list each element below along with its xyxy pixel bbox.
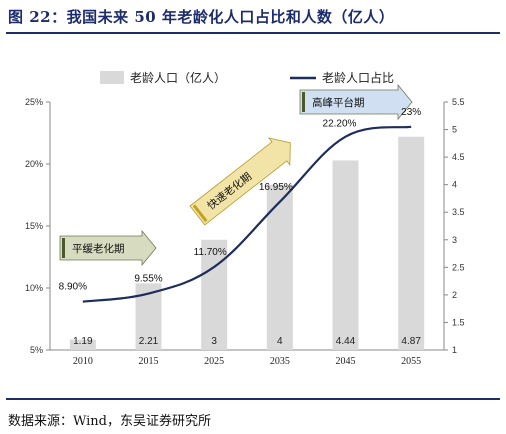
bar-value-label: 1.19: [73, 336, 93, 347]
right-tick-label: 5: [452, 125, 457, 135]
bar: [398, 136, 425, 350]
left-tick-label: 20%: [25, 159, 43, 169]
phase-arrow-label: 高峰平台期: [312, 96, 365, 109]
line-value-label: 16.95%: [259, 182, 293, 193]
phase-arrow-peak: 高峰平台期: [299, 83, 413, 121]
right-tick-label: 3: [452, 235, 457, 245]
chart-title: 图 22：我国未来 50 年老龄化人口占比和人数（亿人）: [8, 8, 395, 26]
legend-bar-label: 老龄人口（亿人）: [130, 70, 226, 85]
left-tick-label: 15%: [25, 221, 43, 231]
right-tick-label: 2.5: [452, 262, 465, 272]
bar: [69, 339, 96, 350]
bar-value-label: 2.21: [139, 336, 159, 347]
bar-value-label: 4.87: [401, 336, 421, 347]
x-tick-label: 2045: [336, 356, 356, 367]
legend-line-label: 老龄人口占比: [322, 70, 394, 85]
bar-series: 1.19 2.21 3 4 4.44 4.87: [69, 136, 425, 350]
phase-arrow-label: 平缓老化期: [72, 242, 125, 255]
series-line: [82, 125, 412, 303]
legend-bar-swatch: [100, 71, 124, 84]
line-series: [82, 125, 412, 303]
x-tick-label: 2010: [73, 356, 93, 367]
bar-value-label: 4.44: [336, 336, 356, 347]
phase-arrow-flat: 平缓老化期: [59, 229, 157, 267]
bar: [201, 239, 228, 350]
left-tick-label: 5%: [30, 345, 43, 355]
x-tick-label: 2035: [270, 356, 290, 367]
phase-arrow-stripe: [192, 204, 208, 223]
right-tick-label: 1: [452, 345, 457, 355]
legend: 老龄人口（亿人） 老龄人口占比: [100, 70, 394, 85]
phase-arrow-shape: [189, 137, 291, 226]
data-labels: 8.90% 9.55% 11.70% 16.95% 22.20% 23%: [59, 107, 422, 293]
right-tick-label: 1.5: [452, 317, 465, 327]
right-tick-label: 3.5: [452, 207, 465, 217]
x-tick-label: 2055: [401, 356, 421, 367]
title-rule: [6, 32, 500, 34]
line-value-label: 11.70%: [194, 247, 227, 258]
bar: [266, 184, 293, 350]
phase-arrow-shape: [59, 229, 157, 267]
phase-arrow-shape: [299, 83, 413, 121]
axes: 5% 10% 15% 20% 25% 1 1.5 2 2.5 3 3.5 4 4.5 5 5.5 2010 20…: [25, 97, 465, 367]
phase-arrow-stripe: [302, 92, 305, 112]
right-tick-label: 4.5: [452, 152, 465, 162]
chart-area: 老龄人口（亿人） 老龄人口占比 5% 10% 15% 20% 25% 1 1.5 2 2.5 3 3.…: [25, 70, 465, 367]
right-tick-label: 2: [452, 290, 457, 300]
bar-value-label: 3: [211, 336, 217, 347]
x-tick-label: 2015: [139, 356, 159, 367]
line-value-label: 23%: [401, 107, 421, 118]
left-tick-label: 10%: [25, 283, 43, 293]
data-source: 数据来源：Wind，东吴证券研究所: [8, 414, 211, 429]
x-tick-label: 2025: [204, 356, 224, 367]
line-value-label: 22.20%: [323, 119, 357, 130]
line-value-label: 8.90%: [59, 282, 87, 293]
footer-rule: [6, 398, 500, 400]
phase-arrow-stripe: [62, 238, 65, 258]
line-value-label: 9.55%: [134, 274, 162, 285]
left-tick-label: 25%: [25, 97, 43, 107]
bar: [332, 160, 359, 350]
bar-value-label: 4: [277, 336, 283, 347]
right-tick-label: 5.5: [452, 97, 465, 107]
right-tick-label: 4: [452, 180, 457, 190]
